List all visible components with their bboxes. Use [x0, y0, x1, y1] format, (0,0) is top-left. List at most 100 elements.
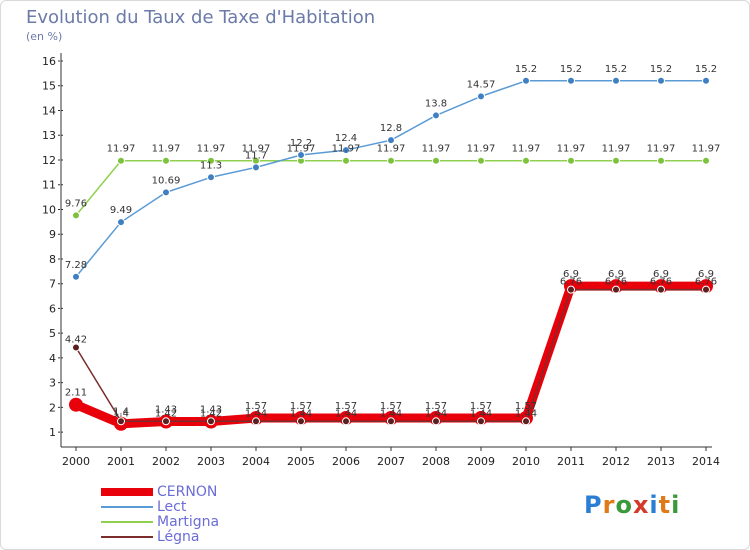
data-label-legna: 1.44: [470, 408, 492, 419]
chart-subtitle: (en %): [26, 30, 63, 43]
data-label-lect: 15.2: [695, 64, 717, 75]
data-point-lect: [567, 76, 575, 85]
data-label-legna: 6.76: [650, 277, 672, 288]
x-tick-label: 2012: [602, 455, 630, 468]
data-label-cernon: 1.57: [380, 401, 402, 412]
x-tick-label: 2009: [467, 455, 495, 468]
data-label-legna: 1.44: [245, 408, 267, 419]
data-label-lect: 9.49: [110, 205, 132, 216]
data-label-martigna: 11.97: [512, 144, 541, 155]
y-tick-label: 16: [42, 55, 56, 68]
y-tick-label: 1: [49, 426, 56, 439]
x-tick-label: 2011: [557, 455, 585, 468]
data-label-cernon: 1.43: [155, 405, 177, 416]
data-point-lect: [612, 76, 620, 85]
data-point-lect: [252, 163, 260, 172]
data-label-cernon: 1.57: [335, 401, 357, 412]
data-point-lect: [657, 76, 665, 85]
y-tick-label: 6: [49, 302, 56, 315]
data-point-martigna: [342, 156, 350, 165]
data-point-lect: [72, 272, 80, 281]
data-label-cernon: 6.9: [653, 269, 669, 280]
data-point-lect: [342, 146, 350, 155]
x-tick-label: 2008: [422, 455, 450, 468]
data-point-legna: [432, 417, 440, 426]
data-label-lect: 15.2: [650, 64, 672, 75]
data-label-lect: 13.8: [425, 98, 447, 109]
data-point-lect: [387, 136, 395, 145]
data-point-legna: [657, 285, 665, 294]
data-label-cernon: 6.9: [563, 269, 579, 280]
data-label-cernon: 1.57: [245, 401, 267, 412]
data-point-legna: [702, 285, 710, 294]
x-tick-label: 2014: [692, 455, 720, 468]
data-label-martigna: 11.97: [152, 144, 181, 155]
data-label-cernon: 2.11: [65, 388, 87, 399]
data-label-legna: 1.44: [290, 408, 312, 419]
chart-title: Evolution du Taux de Taxe d'Habitation: [26, 7, 376, 28]
data-label-lect: 7.28: [65, 260, 87, 271]
x-tick-label: 2005: [287, 455, 315, 468]
data-label-lect: 14.57: [467, 79, 496, 90]
x-tick-label: 2013: [647, 455, 675, 468]
data-label-legna: 1.44: [515, 408, 537, 419]
data-label-cernon: 1.43: [200, 405, 222, 416]
data-point-lect: [207, 173, 215, 182]
x-tick-label: 2006: [332, 455, 360, 468]
data-label-cernon: 6.9: [698, 269, 714, 280]
data-label-martigna: 11.97: [197, 144, 226, 155]
data-point-legna: [612, 285, 620, 294]
data-point-legna: [522, 417, 530, 426]
data-point-legna: [387, 417, 395, 426]
data-point-martigna: [72, 211, 80, 220]
data-label-legna: 1.44: [425, 408, 447, 419]
data-point-martigna: [522, 156, 530, 165]
data-label-martigna: 11.97: [557, 144, 586, 155]
data-point-legna: [72, 343, 80, 352]
y-tick-label: 8: [49, 253, 56, 266]
data-point-lect: [297, 151, 305, 160]
data-label-lect: 15.2: [605, 64, 627, 75]
data-label-cernon: 1.57: [470, 401, 492, 412]
data-label-legna: 1.44: [335, 408, 357, 419]
data-point-lect: [162, 188, 170, 197]
data-label-legna: 6.76: [605, 277, 627, 288]
data-label-legna: 6.76: [560, 277, 582, 288]
data-label-martigna: 11.97: [287, 144, 316, 155]
data-label-lect: 12.2: [290, 138, 312, 149]
data-label-lect: 10.69: [152, 175, 181, 186]
data-label-lect: 15.2: [560, 64, 582, 75]
data-label-lect: 11.7: [245, 150, 267, 161]
logo-letter: t: [658, 491, 672, 519]
y-tick-label: 9: [49, 228, 56, 241]
data-label-legna: 1.42: [200, 408, 222, 419]
data-point-legna: [117, 417, 125, 426]
logo-letter: r: [602, 491, 616, 519]
y-tick-label: 14: [42, 104, 56, 117]
data-point-martigna: [117, 156, 125, 165]
data-label-legna: 6.76: [695, 277, 717, 288]
y-tick-label: 2: [49, 401, 56, 414]
x-tick-label: 2007: [377, 455, 405, 468]
data-point-martigna: [567, 156, 575, 165]
data-point-lect: [702, 76, 710, 85]
data-label-cernon: 1.57: [425, 401, 447, 412]
data-label-martigna: 11.97: [602, 144, 631, 155]
data-point-martigna: [207, 156, 215, 165]
data-point-lect: [522, 76, 530, 85]
data-label-martigna: 11.97: [647, 144, 676, 155]
legend-swatch: [101, 521, 153, 523]
x-tick-label: 2001: [107, 455, 135, 468]
y-tick-label: 12: [42, 154, 56, 167]
data-label-martigna: 11.97: [422, 144, 451, 155]
data-label-martigna: 11.97: [692, 144, 721, 155]
data-point-legna: [567, 285, 575, 294]
data-label-martigna: 11.97: [467, 144, 496, 155]
x-tick-label: 2004: [242, 455, 270, 468]
y-tick-label: 10: [42, 203, 56, 216]
data-point-legna: [162, 417, 170, 426]
data-label-martigna: 11.97: [332, 144, 361, 155]
y-tick-label: 13: [42, 129, 56, 142]
data-label-cernon: 1.57: [515, 401, 537, 412]
